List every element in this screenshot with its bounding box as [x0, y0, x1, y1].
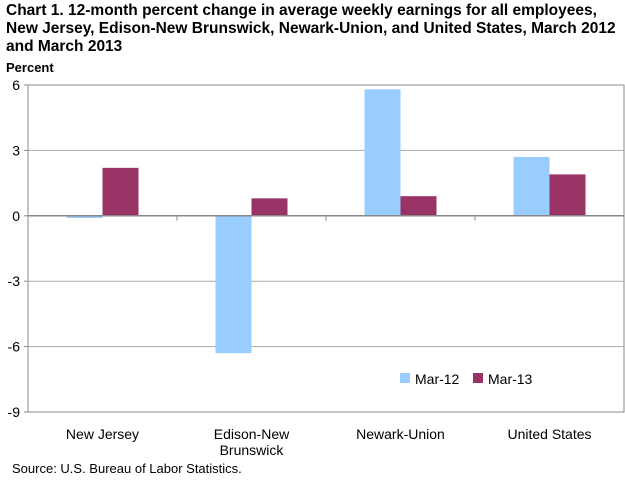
- y-tick-label: -6: [8, 339, 21, 355]
- y-tick-label: 3: [12, 142, 20, 158]
- bar-mar-13: [102, 167, 139, 216]
- y-tick-label: -3: [8, 273, 21, 289]
- chart-title: Chart 1. 12-month percent change in aver…: [6, 2, 616, 55]
- x-tick-label: Newark-Union: [356, 426, 445, 442]
- y-axis-label: Percent: [6, 60, 54, 75]
- x-tick-label: New Jersey: [66, 426, 139, 442]
- legend-swatch: [473, 373, 483, 383]
- bar-mar-13: [400, 196, 437, 216]
- y-tick-label: 6: [12, 77, 20, 93]
- y-tick-label: -9: [8, 404, 21, 420]
- legend-label: Mar-12: [415, 371, 460, 387]
- x-tick-label: United States: [507, 426, 591, 442]
- y-tick-label: 0: [12, 208, 20, 224]
- source-note: Source: U.S. Bureau of Labor Statistics.: [12, 461, 242, 476]
- legend-label: Mar-13: [488, 371, 533, 387]
- plot-area-border: [27, 84, 625, 413]
- legend-swatch: [400, 373, 410, 383]
- bar-mar-12: [364, 89, 401, 216]
- bar-mar-13: [251, 198, 288, 216]
- x-tick-label: Edison-New: [214, 426, 290, 442]
- bar-mar-12: [513, 156, 550, 216]
- x-tick-label: Brunswick: [220, 442, 285, 458]
- bar-mar-13: [549, 174, 586, 216]
- bar-mar-12: [215, 215, 252, 354]
- bar-mar-12: [66, 215, 103, 218]
